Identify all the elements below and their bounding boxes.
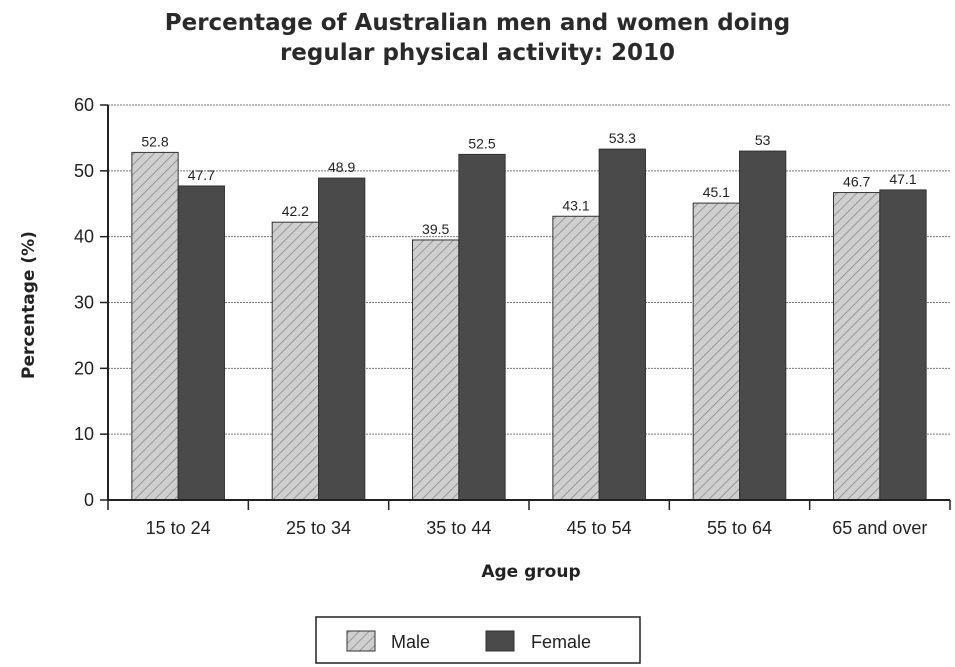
data-label: 53 <box>755 132 771 148</box>
axes <box>100 104 951 510</box>
data-label: 53.3 <box>609 130 636 146</box>
x-axis-title: Age group <box>481 562 580 582</box>
x-tick-label: 65 and over <box>832 518 927 538</box>
x-tick-label: 45 to 54 <box>567 518 632 538</box>
data-label: 52.5 <box>468 135 495 151</box>
bar-male <box>412 239 460 501</box>
chart-title: Percentage of Australian men and women d… <box>0 8 955 68</box>
chart-title-line-1: Percentage of Australian men and women d… <box>164 10 791 36</box>
y-tick-label: 50 <box>74 161 94 181</box>
y-tick-label: 60 <box>74 95 94 115</box>
bar-female <box>739 150 787 501</box>
y-tick-label: 20 <box>74 358 94 378</box>
data-label: 39.5 <box>422 221 449 237</box>
legend-label-male: Male <box>391 632 430 652</box>
legend-swatch-male <box>346 630 376 652</box>
x-tick-label: 15 to 24 <box>146 518 211 538</box>
y-axis-title: Percentage (%) <box>19 231 39 379</box>
bars <box>131 148 927 501</box>
data-label: 45.1 <box>703 184 730 200</box>
bar-female <box>598 148 646 501</box>
bar-female <box>318 177 366 501</box>
data-label: 52.8 <box>141 133 168 149</box>
data-label: 46.7 <box>843 174 870 190</box>
bar-male <box>833 192 881 501</box>
bar-male <box>552 215 600 501</box>
y-tick-label: 30 <box>74 293 94 313</box>
bar-female <box>879 189 927 501</box>
bar-male <box>692 202 741 501</box>
bar-female <box>177 185 225 501</box>
data-label: 42.2 <box>282 203 309 219</box>
y-tick-label: 40 <box>74 227 94 247</box>
y-tick-label: 10 <box>74 424 94 444</box>
legend-swatch-female <box>485 630 515 652</box>
data-label: 47.1 <box>889 171 916 187</box>
chart-title-line-2: regular physical activity: 2010 <box>279 40 676 66</box>
data-label: 48.9 <box>328 159 355 175</box>
data-label: 47.7 <box>188 167 215 183</box>
legend: Male Female <box>315 616 641 664</box>
bar-male <box>131 151 179 501</box>
gridlines <box>108 104 950 435</box>
legend-label-female: Female <box>531 632 591 652</box>
bar-male <box>271 221 320 501</box>
x-tick-label: 25 to 34 <box>286 518 351 538</box>
bar-female <box>458 153 506 501</box>
data-label: 43.1 <box>562 197 589 213</box>
x-tick-label: 55 to 64 <box>707 518 772 538</box>
x-tick-label: 35 to 44 <box>426 518 491 538</box>
labels: 0 10 20 30 40 50 60 52.8 47.7 15 to 24 42.2 48.9 25 … <box>74 95 927 538</box>
y-tick-label: 0 <box>84 490 94 510</box>
